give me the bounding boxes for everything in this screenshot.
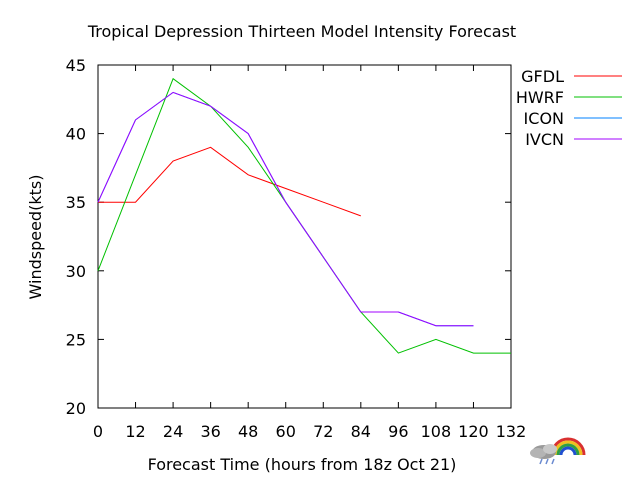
x-tick-label: 60 bbox=[276, 422, 296, 441]
x-tick-label: 84 bbox=[351, 422, 371, 441]
x-tick-label: 36 bbox=[200, 422, 220, 441]
x-tick-label: 0 bbox=[93, 422, 103, 441]
x-tick-label: 12 bbox=[125, 422, 145, 441]
y-tick-label: 20 bbox=[66, 399, 86, 418]
x-tick-label: 96 bbox=[388, 422, 408, 441]
y-axis-ticks: 20 25 30 35 40 45 bbox=[66, 56, 511, 418]
legend: GFDL HWRF ICON IVCN bbox=[516, 67, 622, 149]
x-axis-ticks: 0 12 24 36 48 60 72 84 96 108 120 132 bbox=[93, 65, 526, 441]
y-tick-label: 40 bbox=[66, 125, 86, 144]
x-tick-label: 24 bbox=[163, 422, 183, 441]
weather-cloud-rainbow-icon bbox=[530, 437, 586, 465]
y-axis-label: Windspeed(kts) bbox=[26, 175, 45, 300]
series-line-ivcn bbox=[97, 91, 474, 327]
series-lines bbox=[97, 77, 511, 354]
x-tick-label: 108 bbox=[421, 422, 452, 441]
legend-label-icon: ICON bbox=[524, 109, 564, 128]
y-tick-label: 25 bbox=[66, 330, 86, 349]
y-tick-label: 35 bbox=[66, 193, 86, 212]
x-tick-label: 132 bbox=[496, 422, 527, 441]
chart-title: Tropical Depression Thirteen Model Inten… bbox=[87, 22, 516, 41]
x-tick-label: 120 bbox=[458, 422, 489, 441]
plot-frame bbox=[97, 64, 512, 409]
series-line-gfdl bbox=[98, 146, 361, 217]
x-tick-label: 72 bbox=[313, 422, 333, 441]
y-tick-label: 30 bbox=[66, 262, 86, 281]
series-line-hwrf bbox=[97, 77, 511, 354]
x-axis-label: Forecast Time (hours from 18z Oct 21) bbox=[148, 455, 457, 474]
legend-label-hwrf: HWRF bbox=[516, 88, 564, 107]
legend-label-ivcn: IVCN bbox=[525, 130, 564, 149]
y-tick-label: 45 bbox=[66, 56, 86, 75]
x-tick-label: 48 bbox=[238, 422, 258, 441]
legend-label-gfdl: GFDL bbox=[521, 67, 564, 86]
